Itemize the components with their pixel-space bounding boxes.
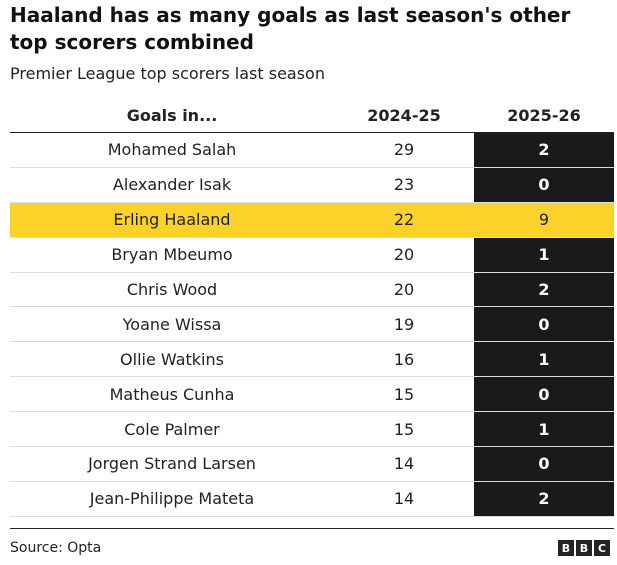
goals-2025-26-cell: 2 — [474, 272, 614, 307]
goals-2025-26-cell: 0 — [474, 447, 614, 481]
table-row: Matheus Cunha 15 0 — [10, 377, 614, 413]
table-row: Mohamed Salah 29 2 — [10, 133, 614, 168]
bbc-logo-block: B — [576, 540, 592, 556]
goals-2024-25-cell: 14 — [393, 454, 415, 474]
player-name-cell: Jorgen Strand Larsen — [88, 454, 256, 474]
player-name-cell: Chris Wood — [126, 280, 218, 299]
player-name-cell: Yoane Wissa — [122, 314, 222, 334]
table-row: Ollie Watkins 16 1 — [10, 342, 614, 378]
table-header-row: Goals in... 2024-25 2025-26 — [10, 98, 614, 133]
goals-2024-25-cell: 19 — [393, 314, 415, 334]
goals-2025-26-cell: 0 — [474, 307, 614, 342]
column-header-player: Goals in... — [126, 105, 218, 125]
table-row: Jean-Philippe Mateta 14 2 — [10, 481, 614, 517]
goals-2024-25-cell: 22 — [393, 210, 415, 230]
goals-2025-26-cell: 1 — [474, 412, 614, 447]
table-row: Erling Haaland 22 9 — [10, 202, 614, 238]
table-row: Jorgen Strand Larsen 14 0 — [10, 447, 614, 482]
goals-2025-26-cell: 1 — [474, 342, 614, 377]
goals-2025-26-cell: 2 — [474, 133, 614, 167]
goals-2025-26-cell: 0 — [474, 377, 614, 412]
player-name-cell: Mohamed Salah — [107, 140, 237, 160]
goals-2024-25-cell: 23 — [393, 175, 415, 195]
goals-2024-25-cell: 14 — [393, 489, 415, 509]
goals-2025-26-cell: 9 — [474, 202, 614, 237]
goals-2025-26-cell: 2 — [474, 481, 614, 516]
bbc-logo: B B C — [558, 540, 610, 556]
table-body: Mohamed Salah 29 2 Alexander Isak 23 0 Erling … — [10, 133, 614, 517]
table-row: Yoane Wissa 19 0 — [10, 307, 614, 343]
chart-title: Haaland has as many goals as last season… — [10, 3, 571, 54]
player-name-cell: Matheus Cunha — [109, 384, 235, 404]
player-name-cell: Bryan Mbeumo — [111, 245, 233, 265]
footer-divider — [10, 528, 614, 529]
goals-2025-26-cell: 1 — [474, 237, 614, 272]
goals-2024-25-cell: 20 — [393, 245, 415, 265]
column-header-2025-26: 2025-26 — [507, 105, 581, 125]
table-row: Chris Wood 20 2 — [10, 272, 614, 308]
bbc-logo-block: B — [558, 540, 574, 556]
goals-2024-25-cell: 15 — [393, 419, 415, 439]
goals-2024-25-cell: 20 — [393, 280, 415, 299]
player-name-cell: Alexander Isak — [112, 175, 232, 195]
player-name-cell: Jean-Philippe Mateta — [89, 489, 255, 509]
source-note: Source: Opta — [10, 540, 102, 556]
table-row: Bryan Mbeumo 20 1 — [10, 237, 614, 273]
column-header-2024-25: 2024-25 — [367, 105, 441, 125]
table-row: Alexander Isak 23 0 — [10, 167, 614, 203]
chart-subtitle: Premier League top scorers last season — [10, 64, 325, 83]
player-name-cell: Erling Haaland — [113, 210, 231, 230]
table-row: Cole Palmer 15 1 — [10, 412, 614, 448]
player-name-cell: Cole Palmer — [124, 419, 220, 439]
goals-2024-25-cell: 15 — [393, 384, 415, 404]
scorers-table: Goals in... 2024-25 2025-26 Mohamed Sala… — [10, 98, 614, 517]
goals-2025-26-cell: 0 — [474, 167, 614, 202]
goals-2024-25-cell: 16 — [393, 349, 415, 369]
bbc-logo-block: C — [594, 540, 610, 556]
goals-2024-25-cell: 29 — [393, 140, 415, 160]
player-name-cell: Ollie Watkins — [120, 349, 224, 369]
